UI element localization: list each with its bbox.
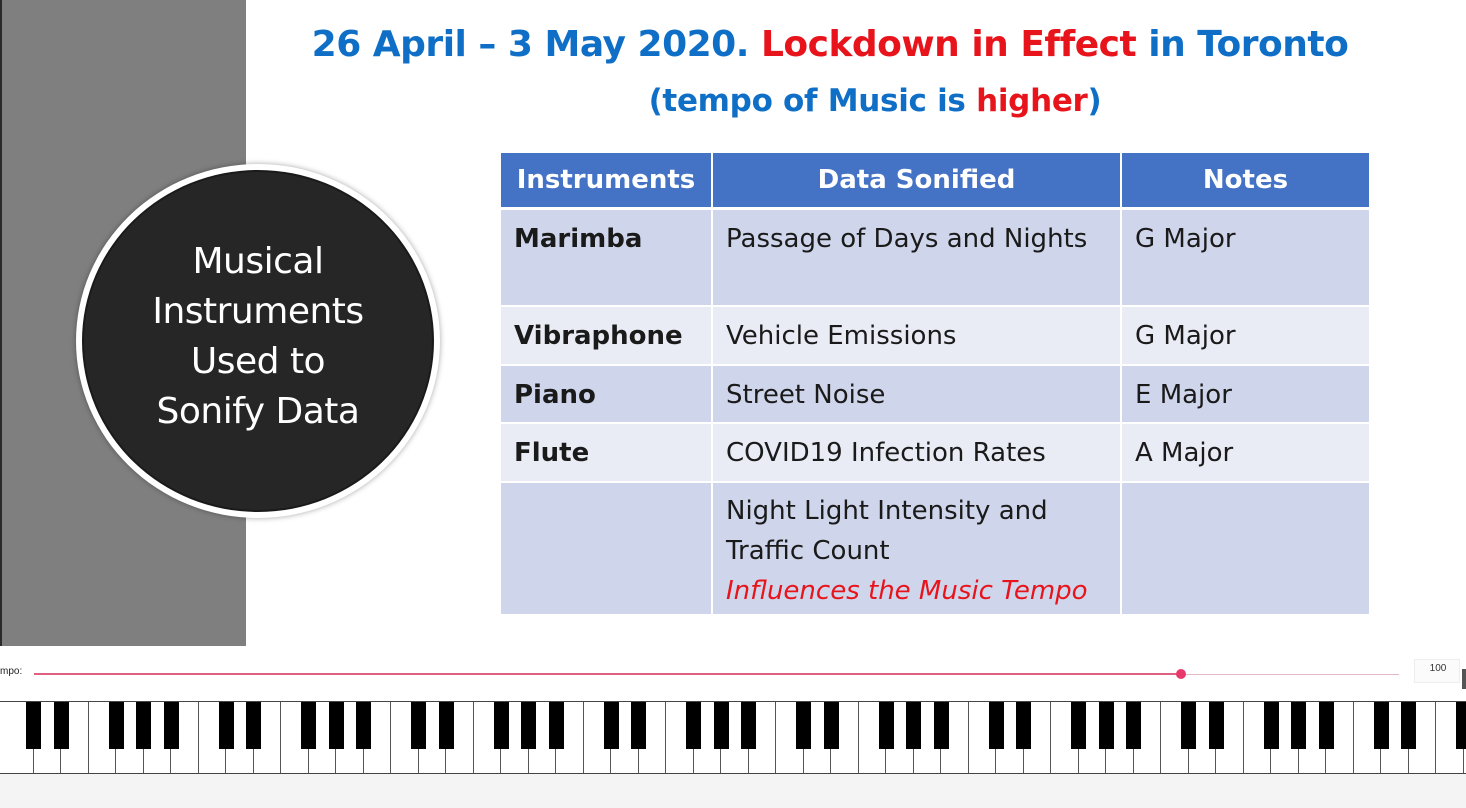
instrument-cell: Piano — [501, 364, 713, 424]
piano-black-key[interactable] — [1126, 702, 1141, 749]
table-row: Marimba Passage of Days and Nights G Maj… — [501, 208, 1369, 307]
piano-black-key[interactable] — [1291, 702, 1306, 749]
slide-subtitle: (tempo of Music is higher) — [300, 83, 1450, 119]
piano-black-key[interactable] — [136, 702, 151, 749]
piano-black-key[interactable] — [1181, 702, 1196, 749]
table-row: Piano Street Noise E Major — [501, 364, 1369, 424]
data-cell: Street Noise — [712, 364, 1122, 424]
piano-black-key[interactable] — [493, 702, 509, 749]
piano-black-key[interactable] — [631, 702, 646, 749]
instrument-cell: Marimba — [501, 208, 713, 307]
piano-black-key[interactable] — [1263, 702, 1279, 749]
piano-black-key[interactable] — [796, 702, 811, 749]
data-cell: Night Light Intensity and Traffic Count In… — [712, 481, 1122, 616]
piano-black-key[interactable] — [906, 702, 921, 749]
tempo-slider-fill — [34, 673, 1181, 675]
piano-black-key[interactable] — [1071, 702, 1086, 749]
piano-black-key[interactable] — [713, 702, 729, 749]
table-header-row: Instruments Data Sonified Notes — [501, 153, 1369, 210]
piano-black-key[interactable] — [603, 702, 619, 749]
tempo-slider[interactable] — [34, 669, 1399, 679]
table-row: Night Light Intensity and Traffic Count In… — [501, 481, 1369, 616]
subtitle-text: (tempo of Music is — [648, 83, 977, 119]
piano-black-key[interactable] — [988, 702, 1004, 749]
piano-black-key[interactable] — [411, 702, 426, 749]
note-cell: G Major — [1121, 305, 1369, 366]
piano-black-key[interactable] — [878, 702, 894, 749]
table-row: Flute COVID19 Infection Rates A Major — [501, 422, 1369, 483]
tempo-controls: mpo: 100 — [0, 657, 1466, 701]
piano-black-key[interactable] — [1401, 702, 1416, 749]
title-highlight: Lockdown in Effect — [760, 24, 1137, 65]
piano-black-key[interactable] — [741, 702, 756, 749]
piano-black-key[interactable] — [438, 702, 454, 749]
header-instruments: Instruments — [501, 153, 713, 210]
data-line: Traffic Count — [726, 535, 890, 566]
piano-black-key[interactable] — [246, 702, 261, 749]
piano-black-key[interactable] — [328, 702, 344, 749]
piano-black-key[interactable] — [1016, 702, 1031, 749]
piano-keyboard — [0, 701, 1466, 774]
piano-black-key[interactable] — [521, 702, 536, 749]
slide: 26 April – 3 May 2020. Lockdown in Effec… — [0, 0, 1450, 646]
piano-black-key[interactable] — [1098, 702, 1114, 749]
piano-black-key[interactable] — [1373, 702, 1389, 749]
slide-title: 26 April – 3 May 2020. Lockdown in Effec… — [250, 24, 1410, 65]
piano-black-key[interactable] — [108, 702, 124, 749]
subtitle-highlight: higher — [976, 83, 1088, 119]
tempo-value-box[interactable]: 100 — [1414, 659, 1460, 683]
circle-badge: Musical Instruments Used to Sonify Data — [76, 164, 440, 518]
data-cell: Passage of Days and Nights — [712, 208, 1122, 307]
piano-black-key[interactable] — [301, 702, 316, 749]
note-cell: E Major — [1121, 364, 1369, 424]
subtitle-close: ) — [1087, 83, 1102, 119]
header-notes: Notes — [1121, 153, 1369, 210]
note-cell: G Major — [1121, 208, 1369, 307]
piano-black-key[interactable] — [686, 702, 701, 749]
header-data-sonified: Data Sonified — [712, 153, 1122, 210]
instrument-cell — [501, 481, 713, 616]
piano-black-key[interactable] — [218, 702, 234, 749]
title-date-text: 26 April – 3 May 2020. — [311, 24, 761, 65]
piano-black-key[interactable] — [26, 702, 41, 749]
tempo-value: 100 — [1429, 663, 1447, 674]
table-row: Vibraphone Vehicle Emissions G Major — [501, 305, 1369, 366]
note-cell — [1121, 481, 1369, 616]
data-line: Night Light Intensity and — [726, 495, 1048, 526]
piano-black-key[interactable] — [356, 702, 371, 749]
scrollbar-handle[interactable] — [1462, 669, 1466, 689]
piano-black-key[interactable] — [1456, 702, 1466, 749]
tempo-label: mpo: — [0, 666, 23, 677]
piano-black-key[interactable] — [1208, 702, 1224, 749]
left-edge-divider — [0, 0, 2, 646]
piano-black-key[interactable] — [53, 702, 69, 749]
data-cell: Vehicle Emissions — [712, 305, 1122, 366]
title-location-text: in Toronto — [1136, 24, 1349, 65]
note-cell: A Major — [1121, 422, 1369, 483]
instrument-cell: Vibraphone — [501, 305, 713, 366]
tempo-slider-thumb[interactable] — [1175, 669, 1186, 679]
piano-black-key[interactable] — [1318, 702, 1334, 749]
piano-black-key[interactable] — [933, 702, 949, 749]
piano-black-key[interactable] — [823, 702, 839, 749]
tempo-influence-note: Influences the Music Tempo — [726, 575, 1088, 606]
data-cell: COVID19 Infection Rates — [712, 422, 1122, 483]
instruments-table: Instruments Data Sonified Notes Marimba … — [501, 153, 1369, 616]
instrument-cell: Flute — [501, 422, 713, 483]
circle-badge-text: Musical Instruments Used to Sonify Data — [152, 241, 364, 432]
piano-black-key[interactable] — [163, 702, 179, 749]
piano-black-key[interactable] — [548, 702, 564, 749]
circle-badge-inner: Musical Instruments Used to Sonify Data — [82, 170, 434, 512]
bottom-bar — [0, 774, 1466, 808]
